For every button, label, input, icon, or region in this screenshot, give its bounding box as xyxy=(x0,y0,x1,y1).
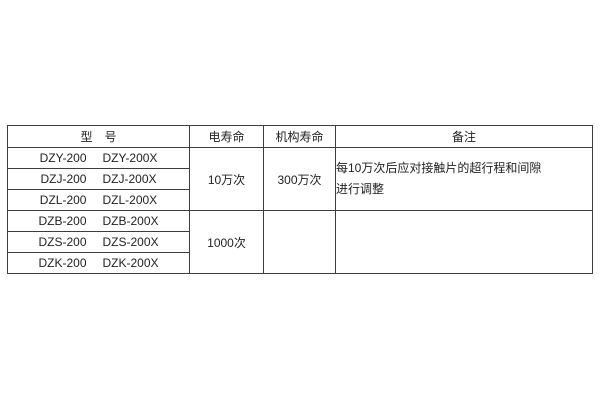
table-row-dzb: DZB-200 DZB-200X 1000次 xyxy=(7,210,593,274)
remarks-line-1: 每10万次后应对接触片的超行程和间隙 xyxy=(336,161,542,175)
model-cell-dzs: DZS-200 DZS-200X xyxy=(7,231,190,253)
model-name: DZJ-200 xyxy=(40,172,87,186)
mechanical-life-group2 xyxy=(263,210,336,274)
model-name: DZL-200 xyxy=(39,193,87,207)
model-name-x: DZJ-200X xyxy=(102,172,157,186)
model-name: DZB-200 xyxy=(38,214,87,228)
table-row-dzy: DZY-200 DZY-200X 10万次 300万次 每10万次后应对接触片的… xyxy=(7,147,593,211)
electrical-life-group2: 1000次 xyxy=(189,210,264,274)
electrical-life-group1: 10万次 xyxy=(189,147,264,211)
model-pair: DZY-200 DZY-200X xyxy=(8,151,189,165)
model-pair: DZB-200 DZB-200X xyxy=(8,214,189,228)
model-cell-dzb: DZB-200 DZB-200X xyxy=(7,210,190,232)
remarks-group1: 每10万次后应对接触片的超行程和间隙 进行调整 xyxy=(335,147,593,211)
model-name-x: DZK-200X xyxy=(102,256,159,270)
table-row-dzs: DZS-200 DZS-200X xyxy=(7,231,593,253)
header-row: 型 号 电寿命 机构寿命 备注 xyxy=(7,125,593,148)
model-cell-dzy: DZY-200 DZY-200X xyxy=(7,147,190,169)
remarks-line-2: 进行调整 xyxy=(336,182,385,196)
remarks-group2 xyxy=(335,210,593,274)
table-row-dzj: DZJ-200 DZJ-200X xyxy=(7,168,593,190)
model-pair: DZL-200 DZL-200X xyxy=(8,193,189,207)
model-pair: DZS-200 DZS-200X xyxy=(8,235,189,249)
model-cell-dzl: DZL-200 DZL-200X xyxy=(7,189,190,211)
model-name: DZY-200 xyxy=(39,151,87,165)
col-header-remarks: 备注 xyxy=(335,125,593,148)
model-pair: DZK-200 DZK-200X xyxy=(8,256,189,270)
model-name-x: DZS-200X xyxy=(102,235,159,249)
model-cell-dzj: DZJ-200 DZJ-200X xyxy=(7,168,190,190)
mechanical-life-group1: 300万次 xyxy=(263,147,336,211)
model-cell-dzk: DZK-200 DZK-200X xyxy=(7,252,190,274)
spec-table: 型 号 电寿命 机构寿命 备注 DZY-200 DZY-200X 10万次 30… xyxy=(7,125,593,274)
col-header-model: 型 号 xyxy=(7,125,190,148)
model-name: DZK-200 xyxy=(38,256,87,270)
table-row-dzk: DZK-200 DZK-200X xyxy=(7,252,593,274)
model-name: DZS-200 xyxy=(38,235,87,249)
model-name-x: DZY-200X xyxy=(102,151,158,165)
spec-table-container: 型 号 电寿命 机构寿命 备注 DZY-200 DZY-200X 10万次 30… xyxy=(7,125,593,274)
col-header-mechanical-life: 机构寿命 xyxy=(263,125,336,148)
col-header-electrical-life: 电寿命 xyxy=(189,125,264,148)
model-name-x: DZL-200X xyxy=(102,193,158,207)
model-pair: DZJ-200 DZJ-200X xyxy=(8,172,189,186)
table-row-dzl: DZL-200 DZL-200X xyxy=(7,189,593,211)
model-name-x: DZB-200X xyxy=(102,214,159,228)
